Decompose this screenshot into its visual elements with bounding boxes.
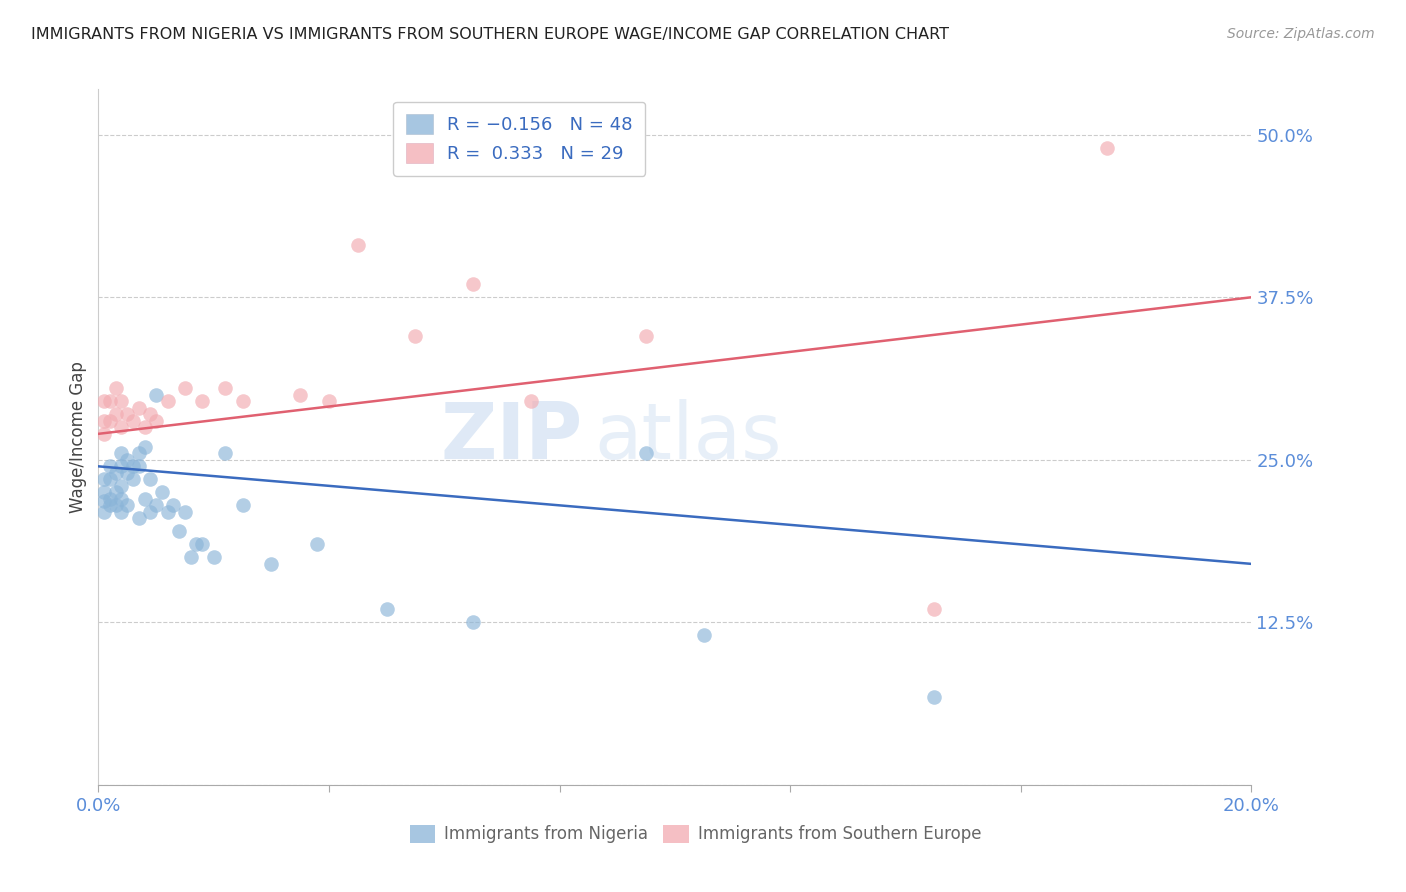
Point [93,472,115,486]
Point [134,491,156,506]
Point [93,505,115,519]
Point [231,394,254,409]
Point [924,690,946,704]
Point [110,491,132,506]
Point [156,505,179,519]
Y-axis label: Wage/Income Gap: Wage/Income Gap [69,361,87,513]
Point [110,446,132,460]
Point [191,537,214,551]
Point [162,499,184,513]
Point [117,453,139,467]
Text: Source: ZipAtlas.com: Source: ZipAtlas.com [1227,27,1375,41]
Point [128,511,150,525]
Point [104,466,127,480]
Point [110,394,132,409]
Point [110,459,132,474]
Point [110,420,132,434]
Point [174,505,197,519]
Point [93,426,115,441]
Point [122,414,145,428]
Point [405,329,427,343]
Point [145,388,167,402]
Point [93,394,115,409]
Point [104,407,127,421]
Point [98,414,121,428]
Point [1097,141,1119,155]
Point [693,628,716,642]
Point [520,394,543,409]
Point [98,394,121,409]
Point [117,499,139,513]
Point [260,557,283,571]
Point [117,407,139,421]
Point [167,524,190,539]
Point [104,381,127,395]
Text: ZIP: ZIP [440,399,582,475]
Point [134,440,156,454]
Point [214,446,236,460]
Text: Immigrants from Southern Europe: Immigrants from Southern Europe [697,825,981,843]
Bar [664,825,689,843]
Point [318,394,340,409]
Point [461,277,484,292]
Text: Immigrants from Nigeria: Immigrants from Nigeria [444,825,648,843]
Point [128,446,150,460]
Point [307,537,329,551]
Point [174,381,197,395]
Point [134,420,156,434]
Point [139,505,162,519]
Point [110,479,132,493]
Point [117,466,139,480]
Point [122,472,145,486]
Point [128,401,150,415]
Point [156,394,179,409]
Point [128,459,150,474]
Point [191,394,214,409]
Point [139,407,162,421]
Point [122,459,145,474]
Point [461,615,484,630]
Point [98,491,121,506]
Point [93,494,115,508]
Point [636,329,658,343]
Point [214,381,236,395]
Point [139,472,162,486]
Point [104,499,127,513]
Point [150,485,173,500]
Point [145,414,167,428]
Point [93,485,115,500]
Point [98,472,121,486]
Point [924,602,946,616]
Bar [409,825,434,843]
Point [346,238,368,252]
Point [104,485,127,500]
Legend: R = −0.156   N = 48, R =  0.333   N = 29: R = −0.156 N = 48, R = 0.333 N = 29 [394,102,645,176]
Text: IMMIGRANTS FROM NIGERIA VS IMMIGRANTS FROM SOUTHERN EUROPE WAGE/INCOME GAP CORRE: IMMIGRANTS FROM NIGERIA VS IMMIGRANTS FR… [31,27,949,42]
Point [375,602,398,616]
Point [98,459,121,474]
Point [98,499,121,513]
Point [186,537,208,551]
Point [231,499,254,513]
Text: atlas: atlas [595,399,782,475]
Point [110,505,132,519]
Point [202,550,225,565]
Point [145,499,167,513]
Point [93,414,115,428]
Point [180,550,202,565]
Point [290,388,312,402]
Point [636,446,658,460]
